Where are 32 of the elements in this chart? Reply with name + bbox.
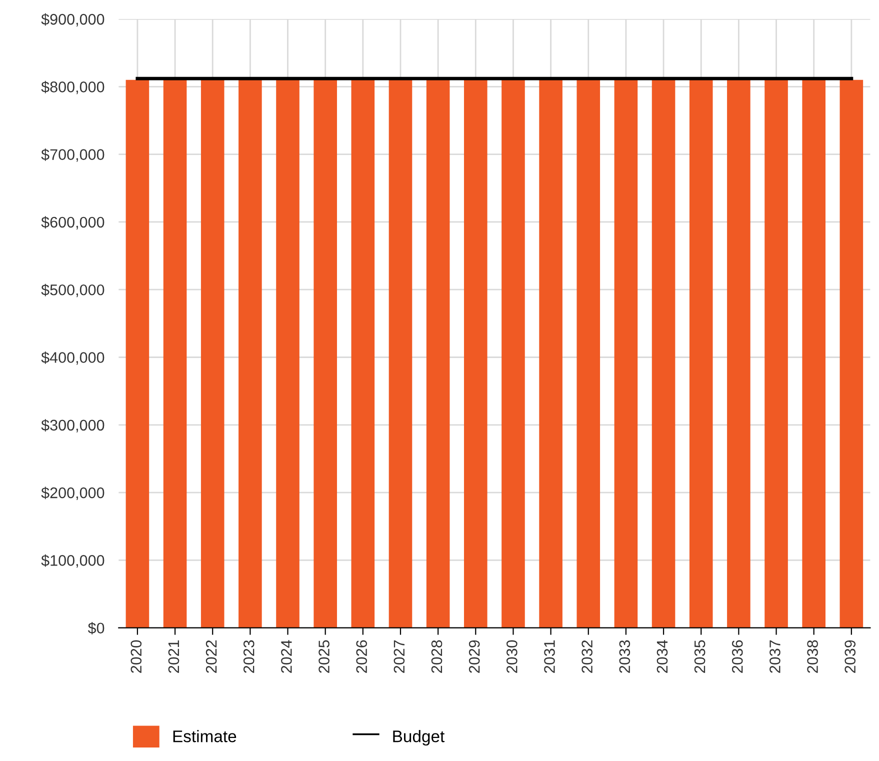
x-tick-label: 2021 [168,640,180,673]
y-tick-label: $0 [88,622,104,634]
y-tick-label: $300,000 [41,419,104,432]
x-tick-label: 2038 [807,640,818,673]
y-tick-label: $600,000 [41,216,104,230]
x-tick-label: 2027 [394,640,405,673]
x-tick-label: 2026 [356,640,368,673]
x-tick-label: 2024 [281,640,292,673]
x-tick-label: 2036 [732,640,743,673]
y-tick-label: $200,000 [41,486,104,500]
legend-label: Estimate [173,730,236,742]
legend-label: Budget [393,730,445,746]
x-tick-label: 2039 [844,640,856,673]
x-tick-label: 2030 [506,640,518,673]
x-tick-label: 2029 [468,640,480,673]
x-tick-label: 2037 [770,640,780,673]
x-tick-label: 2032 [582,640,592,673]
x-tick-label: 2023 [243,640,254,673]
y-tick-label: $900,000 [41,13,104,27]
y-tick-label: $100,000 [41,554,104,568]
x-tick-label: 2028 [431,640,442,673]
y-tick-label: $400,000 [41,351,104,365]
y-tick-label: $500,000 [41,284,104,298]
x-tick-label: 2022 [206,640,217,673]
x-tick-label: 2034 [656,640,668,673]
x-tick-label: 2033 [619,640,630,673]
y-tick-label: $700,000 [41,148,104,162]
y-tick-label: $800,000 [41,80,104,94]
x-tick-label: 2025 [318,640,330,673]
x-tick-label: 2035 [694,640,706,673]
x-tick-label: 2020 [130,640,142,673]
x-tick-label: 2031 [544,640,555,673]
